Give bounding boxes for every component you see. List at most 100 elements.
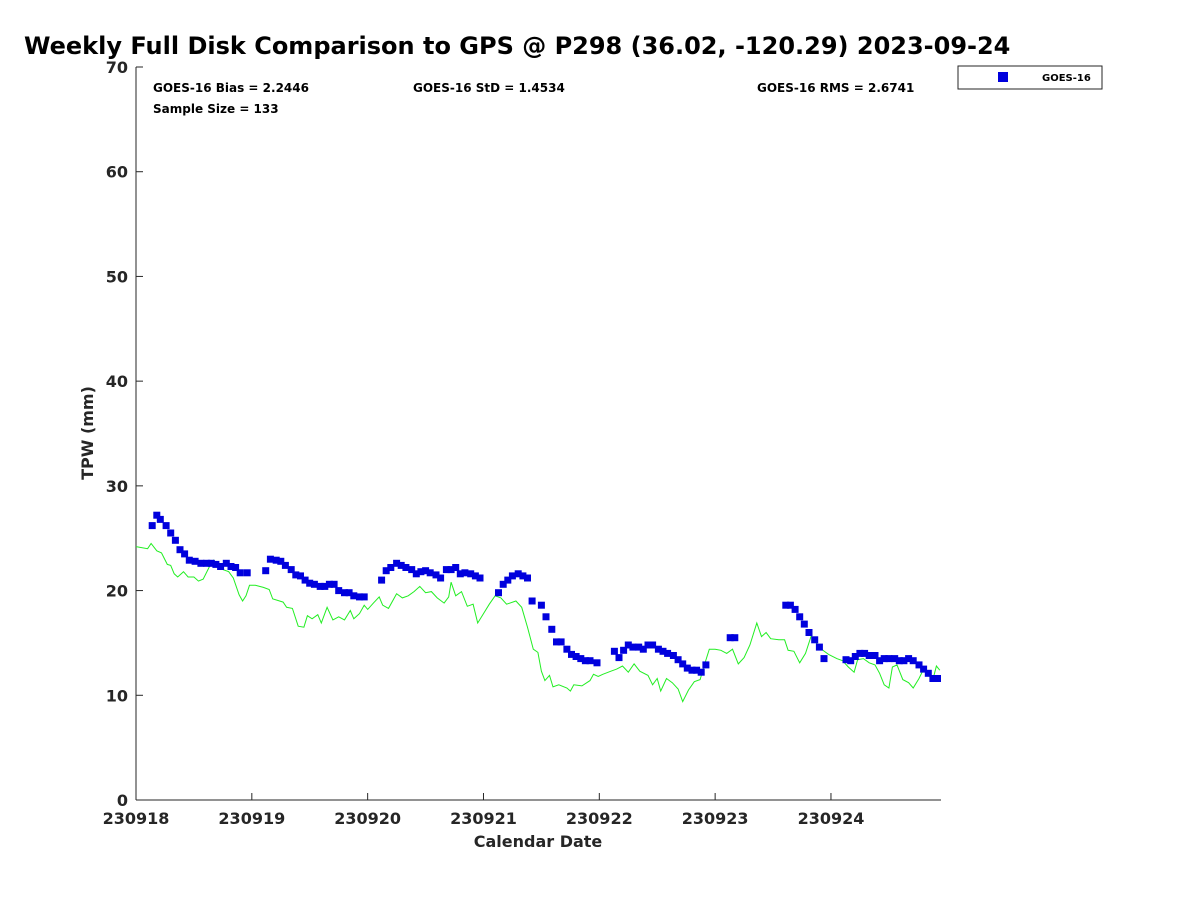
goes16-data-point [335, 587, 343, 595]
goes16-data-point [815, 643, 823, 651]
goes16-data-point [148, 522, 156, 530]
goes16-data-point [519, 572, 527, 580]
y-axis-ticks: 0 10 20 30 40 50 60 70 [106, 58, 143, 810]
y-tick-label: 50 [106, 267, 128, 286]
goes16-data-point [236, 569, 244, 577]
goes16-data-point [782, 601, 790, 609]
goes16-data-point [442, 566, 450, 574]
goes16-data-point [167, 529, 175, 537]
goes16-data-point [426, 569, 434, 577]
goes16-data-point [842, 656, 850, 664]
goes16-data-point [476, 574, 484, 582]
goes16-data-point [702, 661, 710, 669]
goes16-data-point [693, 666, 701, 674]
legend-entry-goes16: GOES-16 [1042, 73, 1091, 84]
x-tick-label: 230918 [103, 809, 170, 828]
goes16-data-point [452, 564, 460, 571]
goes16-data-point [408, 566, 416, 574]
goes16-data-point [162, 522, 170, 530]
x-tick-label: 230921 [450, 809, 517, 828]
goes16-data-point [185, 556, 193, 564]
goes16-data-point [909, 657, 917, 665]
goes16-data-point [731, 634, 739, 642]
goes16-data-point [402, 564, 410, 571]
goes16-data-point [207, 559, 215, 567]
x-tick-label: 230924 [798, 809, 865, 828]
goes16-data-point [624, 641, 632, 649]
goes16-data-point [791, 605, 799, 613]
legend-marker-square-icon [998, 72, 1008, 82]
goes16-data-point [499, 580, 507, 588]
goes16-data-point [697, 668, 705, 676]
goes16-data-point [437, 574, 445, 582]
x-axis-ticks: 230918 230919 230920 230921 230922 230923 2309… [103, 793, 865, 828]
goes16-data-point [156, 515, 164, 523]
goes16-data-point [669, 652, 677, 659]
goes16-data-point [615, 654, 623, 662]
goes16-data-point [915, 661, 923, 669]
goes16-data-point [243, 569, 251, 577]
goes16-data-point [321, 582, 329, 590]
goes16-data-point [281, 561, 289, 569]
goes16-data-point [212, 560, 220, 568]
chart-title: Weekly Full Disk Comparison to GPS @ P29… [24, 32, 1010, 60]
goes16-data-point [171, 536, 179, 544]
x-tick-label: 230919 [218, 809, 285, 828]
goes16-data-point [649, 641, 657, 649]
x-tick-label: 230920 [334, 809, 401, 828]
goes16-data-point [467, 570, 475, 578]
goes16-data-point [581, 657, 589, 665]
goes16-data-point [461, 569, 469, 577]
goes16-data-point [542, 613, 550, 621]
goes16-data-point [805, 629, 813, 636]
stats-annotations: GOES-16 Bias = 2.2446 GOES-16 StD = 1.45… [153, 81, 914, 116]
goes16-data-point [553, 638, 560, 646]
std-stat: GOES-16 StD = 1.4534 [413, 81, 565, 95]
y-tick-label: 20 [106, 582, 128, 601]
goes16-data-point [905, 655, 913, 663]
goes16-data-point [688, 666, 696, 674]
goes16-data-point [356, 593, 363, 601]
goes16-data-point [514, 570, 522, 578]
goes16-data-point [629, 643, 637, 651]
rms-stat: GOES-16 RMS = 2.6741 [757, 81, 914, 95]
goes16-data-point [900, 657, 908, 665]
goes16-data-point [557, 638, 565, 646]
x-axis-label: Calendar Date [474, 832, 603, 851]
goes16-data-point [153, 511, 161, 519]
x-tick-label: 230923 [682, 809, 749, 828]
goes16-data-point [197, 559, 205, 567]
goes16-data-point [895, 657, 903, 665]
goes16-data-point [306, 579, 314, 587]
goes16-data-point [524, 574, 531, 582]
goes16-data-point [593, 659, 601, 667]
goes16-data-point [537, 601, 545, 609]
goes16-data-point [222, 559, 230, 567]
goes16-data-point [422, 567, 430, 575]
goes16-data-point [610, 647, 618, 655]
goes16-data-point [266, 555, 274, 563]
gps-series-line [135, 542, 941, 703]
goes16-data-point [654, 645, 662, 653]
goes16-data-point [417, 568, 425, 576]
y-tick-label: 30 [106, 477, 128, 496]
goes16-data-point [683, 664, 691, 672]
goes16-data-point [227, 563, 235, 570]
goes16-data-point [568, 650, 575, 658]
goes16-data-point [586, 657, 594, 665]
goes16-data-point [297, 572, 304, 580]
goes16-data-point [277, 557, 285, 565]
goes16-data-point [382, 567, 390, 575]
goes16-data-point [191, 557, 199, 565]
goes16-data-point [786, 601, 794, 609]
goes16-data-point [330, 580, 338, 588]
goes16-data-point [432, 571, 440, 579]
legend-box [957, 65, 1103, 90]
goes16-data-point [726, 634, 734, 642]
goes16-data-point [924, 669, 932, 677]
plot-area: 0 10 20 30 40 50 60 70 230918 230919 230920 230921… [103, 58, 941, 828]
goes16-data-point [871, 652, 879, 659]
goes16-data-point [412, 570, 420, 578]
